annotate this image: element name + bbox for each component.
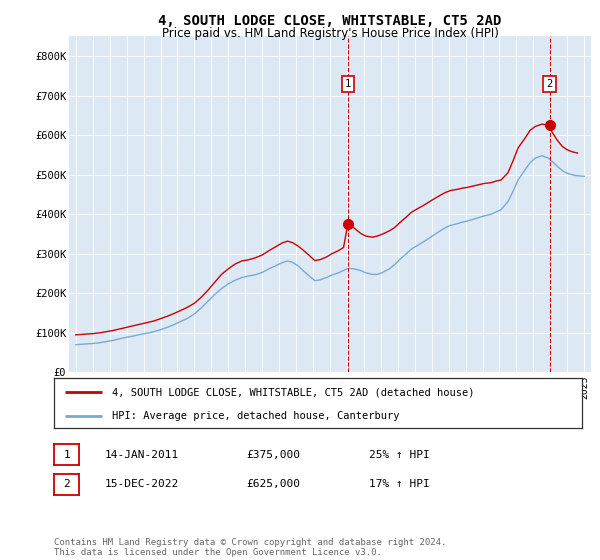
Text: 15-DEC-2022: 15-DEC-2022: [105, 479, 179, 489]
Text: 1: 1: [63, 450, 70, 460]
Text: 17% ↑ HPI: 17% ↑ HPI: [369, 479, 430, 489]
Text: £625,000: £625,000: [246, 479, 300, 489]
Text: £375,000: £375,000: [246, 450, 300, 460]
Text: 2: 2: [63, 479, 70, 489]
Text: 4, SOUTH LODGE CLOSE, WHITSTABLE, CT5 2AD (detached house): 4, SOUTH LODGE CLOSE, WHITSTABLE, CT5 2A…: [112, 387, 475, 397]
Text: Price paid vs. HM Land Registry's House Price Index (HPI): Price paid vs. HM Land Registry's House …: [161, 27, 499, 40]
Text: Contains HM Land Registry data © Crown copyright and database right 2024.
This d: Contains HM Land Registry data © Crown c…: [54, 538, 446, 557]
Text: 25% ↑ HPI: 25% ↑ HPI: [369, 450, 430, 460]
Text: HPI: Average price, detached house, Canterbury: HPI: Average price, detached house, Cant…: [112, 411, 400, 421]
Text: 2: 2: [547, 79, 553, 89]
Text: 14-JAN-2011: 14-JAN-2011: [105, 450, 179, 460]
Text: 4, SOUTH LODGE CLOSE, WHITSTABLE, CT5 2AD: 4, SOUTH LODGE CLOSE, WHITSTABLE, CT5 2A…: [158, 14, 502, 28]
Text: 1: 1: [344, 79, 351, 89]
